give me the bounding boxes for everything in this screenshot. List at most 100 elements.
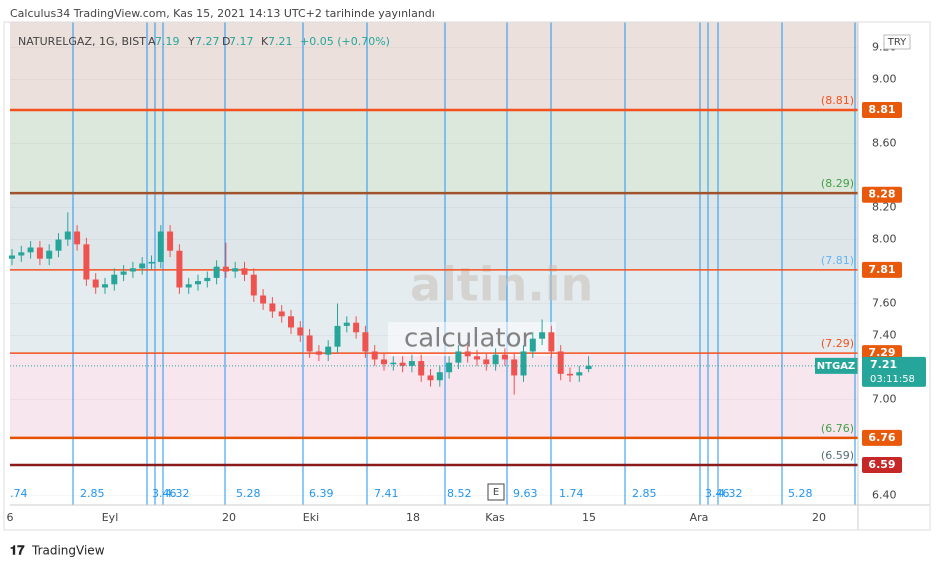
candle-body — [297, 327, 304, 336]
current-value: 7.21 — [870, 358, 897, 371]
legend-key: K — [261, 35, 269, 48]
y-tick-label: 7.60 — [872, 296, 897, 309]
candle-body — [585, 365, 592, 370]
level-box — [862, 457, 902, 474]
candle-body — [492, 354, 499, 365]
candle-body — [343, 322, 350, 326]
legend-key: D — [222, 35, 230, 48]
candle-body — [464, 351, 471, 357]
current-symbol-box — [815, 357, 858, 374]
x-tick-label: Eki — [303, 511, 319, 524]
currency: TRY — [887, 37, 907, 48]
candle-body — [195, 281, 201, 285]
candle-body — [250, 274, 257, 296]
candle-body — [157, 231, 164, 262]
candle-body — [334, 325, 341, 347]
zone — [10, 437, 858, 466]
time-label: 2.85 — [632, 487, 657, 500]
candle-body — [427, 375, 434, 381]
time-label: 9.63 — [513, 487, 538, 500]
candle-body — [455, 351, 462, 363]
candle-body — [576, 372, 583, 376]
candle-body — [408, 361, 415, 366]
level-box — [862, 429, 902, 446]
candle-body — [111, 274, 118, 285]
y-tick-label: 9.00 — [872, 73, 897, 86]
time-label: .74 — [10, 487, 28, 500]
candle-body — [129, 268, 136, 272]
legend-value: 7.17 — [229, 35, 254, 48]
candle-body — [9, 255, 15, 259]
x-tick-label: 18 — [406, 511, 420, 524]
candle-body — [446, 362, 453, 373]
level-box — [862, 101, 902, 118]
candle-body — [567, 373, 573, 376]
level-label: (8.29) — [821, 177, 854, 190]
candle-body — [269, 303, 276, 312]
level-box-label: 7.29 — [868, 346, 895, 359]
current-symbol: NTGAZ — [817, 361, 855, 372]
x-tick-label: 15 — [582, 511, 596, 524]
candle-body — [185, 284, 192, 288]
candle-body — [36, 247, 43, 259]
x-tick-label: 6 — [7, 511, 14, 524]
x-tick-label: Eyl — [102, 511, 119, 524]
time-label: 3.46 — [152, 487, 177, 500]
level-label: (8.81) — [821, 94, 854, 107]
candle-body — [260, 295, 267, 304]
legend-value: 7.21 — [268, 35, 293, 48]
candle-body — [74, 231, 81, 245]
candle-body — [64, 231, 71, 240]
y-tick-label: 7.00 — [872, 392, 897, 405]
zone — [10, 109, 858, 194]
candle-body — [148, 261, 155, 264]
frame — [3, 21, 931, 531]
y-tick-label: 8.00 — [872, 233, 897, 246]
currency-box — [883, 34, 911, 50]
candle-body — [557, 351, 564, 374]
candle-body — [483, 359, 490, 365]
legend-key: Y — [187, 35, 195, 48]
legend-value: 7.19 — [155, 35, 180, 48]
legend-key: A — [148, 35, 156, 48]
candle-body — [120, 271, 127, 275]
candle-body — [232, 268, 239, 272]
level-box-label: 6.76 — [868, 431, 895, 444]
level-box-label: 8.28 — [868, 188, 895, 201]
level-label: (6.59) — [821, 449, 854, 462]
header: Calculus34 TradingView.com, Kas 15, 2021… — [10, 7, 435, 20]
time-label: 6.39 — [309, 487, 334, 500]
candle-body — [92, 279, 99, 288]
candle-body — [511, 359, 518, 376]
candle-body — [222, 266, 229, 272]
time-label: 7.41 — [374, 487, 399, 500]
time-label: 4.32 — [718, 487, 743, 500]
candle-body — [241, 268, 248, 275]
y-tick-label: 7.40 — [872, 328, 897, 341]
time-label: 4.32 — [165, 487, 190, 500]
level-box-label: 6.59 — [868, 458, 895, 471]
current-box — [862, 356, 926, 387]
candle-body — [213, 266, 220, 278]
legend-value: 7.27 — [195, 35, 220, 48]
candle-body — [390, 362, 397, 365]
time-label: 5.28 — [236, 487, 261, 500]
candle-body — [27, 247, 34, 253]
candle-body — [362, 332, 369, 352]
time-label: 8.52 — [447, 487, 472, 500]
candle-body — [176, 250, 183, 288]
candle-body — [520, 351, 527, 376]
level-label: (6.76) — [821, 422, 854, 435]
watermark: altin.in — [410, 258, 593, 312]
candle-body — [18, 252, 25, 256]
candle-body — [288, 316, 294, 328]
event-marker: E — [493, 487, 499, 498]
x-tick-label: Kas — [485, 511, 505, 524]
candle-body — [325, 346, 332, 355]
x-tick-label: 20 — [222, 511, 236, 524]
time-label: 1.74 — [559, 487, 584, 500]
level-label: (7.29) — [821, 337, 854, 350]
candle-body — [399, 362, 406, 366]
candle-body — [83, 244, 90, 280]
